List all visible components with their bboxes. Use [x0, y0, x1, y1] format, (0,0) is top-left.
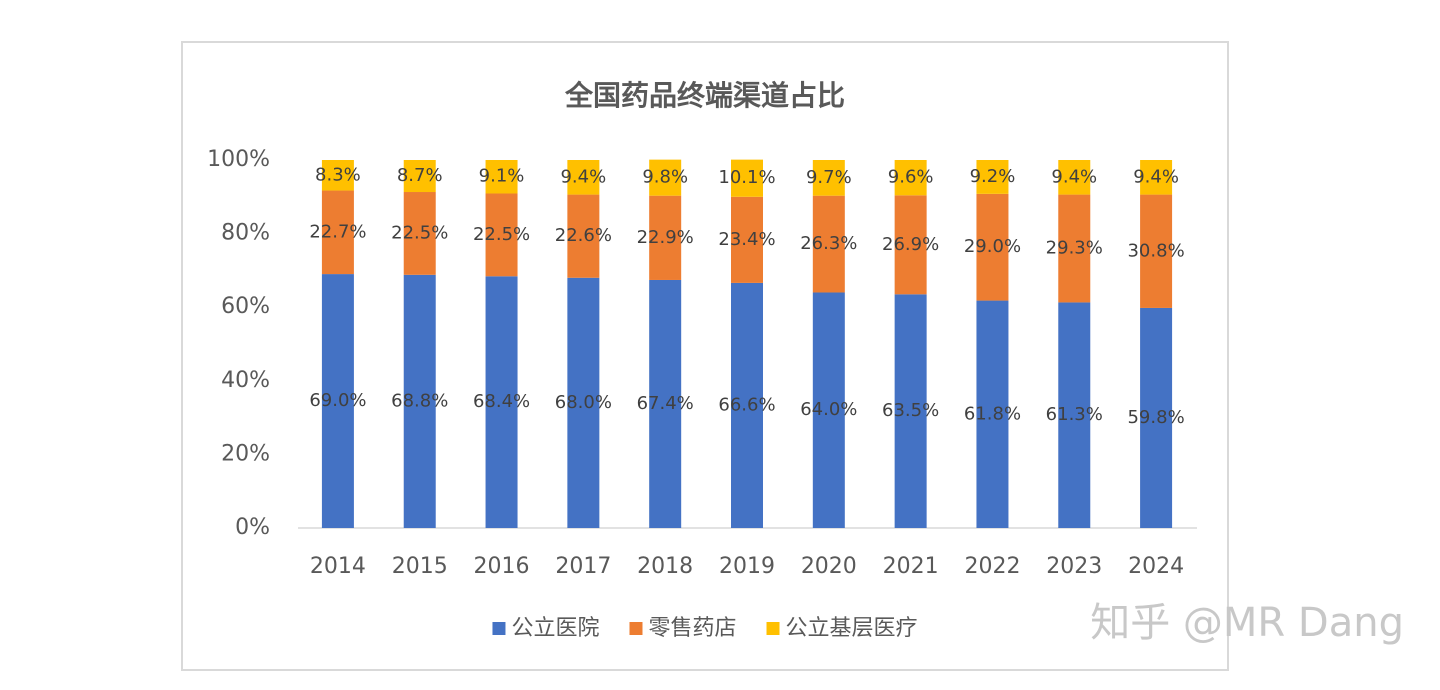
- bar-segment: [485, 276, 518, 528]
- data-label: 8.7%: [397, 165, 443, 186]
- bar-segment: [731, 159, 763, 197]
- bar-segment: [1058, 160, 1091, 195]
- data-label: 68.8%: [391, 390, 448, 411]
- data-label: 63.5%: [882, 400, 939, 421]
- chart-title: 全国药品终端渠道占比: [564, 79, 845, 112]
- data-label: 22.5%: [391, 222, 448, 243]
- data-label: 9.6%: [888, 167, 934, 188]
- x-tick-label: 2024: [1128, 554, 1184, 579]
- bar-segment: [976, 160, 1009, 194]
- data-label: 64.0%: [800, 399, 857, 420]
- x-tick-label: 2022: [964, 554, 1020, 579]
- data-label: 9.1%: [479, 166, 525, 187]
- data-label: 22.5%: [473, 224, 530, 245]
- chart-frame: [181, 41, 1229, 671]
- data-label: 23.4%: [718, 229, 775, 250]
- data-label: 9.8%: [642, 167, 688, 188]
- bar-segment: [485, 160, 518, 194]
- x-tick-label: 2014: [310, 554, 366, 579]
- y-tick-label: 20%: [221, 441, 270, 466]
- bar-segment: [321, 160, 354, 191]
- x-tick-label: 2018: [637, 554, 693, 579]
- bar-segment: [1058, 302, 1091, 528]
- x-tick-label: 2016: [474, 554, 530, 579]
- bar-segment: [976, 193, 1009, 301]
- legend-swatch: [629, 622, 643, 635]
- bar-segment: [485, 193, 518, 277]
- data-label: 66.6%: [718, 394, 775, 415]
- bar-segment: [1140, 160, 1173, 195]
- bar-segment: [567, 277, 600, 528]
- bar-segment: [567, 194, 600, 278]
- x-tick-label: 2023: [1046, 554, 1102, 579]
- data-label: 26.9%: [882, 234, 939, 255]
- data-label: 30.8%: [1127, 240, 1184, 261]
- bar-segment: [649, 195, 682, 280]
- bar-segment: [894, 294, 927, 528]
- bar-segment: [812, 195, 845, 293]
- legend-label: 公立医院: [511, 616, 599, 641]
- data-label: 9.4%: [560, 166, 606, 187]
- bar-segment: [321, 190, 354, 275]
- data-label: 26.3%: [800, 233, 857, 254]
- y-tick-label: 0%: [235, 515, 270, 540]
- data-label: 59.8%: [1127, 407, 1184, 428]
- bar-segment: [1140, 307, 1173, 528]
- y-tick-label: 100%: [207, 147, 270, 172]
- bar-segment: [894, 160, 927, 196]
- data-label: 22.7%: [309, 221, 366, 242]
- data-label: 68.0%: [555, 392, 612, 413]
- data-label: 61.8%: [964, 403, 1021, 424]
- watermark: 知乎 @MR Dang: [1090, 600, 1404, 646]
- y-tick-label: 60%: [221, 294, 270, 319]
- data-label: 9.4%: [1133, 166, 1179, 187]
- bar-segment: [403, 274, 436, 528]
- bar-segment: [812, 292, 845, 528]
- data-label: 22.6%: [555, 225, 612, 246]
- x-tick-label: 2017: [555, 554, 611, 579]
- data-label: 68.4%: [473, 391, 530, 412]
- x-tick-label: 2015: [392, 554, 448, 579]
- bar-segment: [403, 160, 436, 193]
- data-label: 22.9%: [637, 227, 694, 248]
- bar-segment: [649, 159, 682, 196]
- legend-swatch: [492, 622, 506, 635]
- bar-segment: [1140, 194, 1173, 308]
- bar-segment: [976, 300, 1009, 528]
- bar-segment: [649, 279, 682, 528]
- data-label: 8.3%: [315, 164, 361, 185]
- bar-segment: [567, 160, 600, 195]
- bar-segment: [403, 192, 436, 275]
- y-tick-label: 80%: [221, 221, 270, 246]
- data-label: 61.3%: [1046, 404, 1103, 425]
- bar-segment: [321, 274, 354, 528]
- data-label: 69.0%: [309, 390, 366, 411]
- data-label: 10.1%: [718, 167, 775, 188]
- data-label: 29.0%: [964, 236, 1021, 257]
- bar-segment: [894, 195, 927, 295]
- bar-segment: [812, 160, 845, 196]
- bar-segment: [731, 196, 763, 283]
- legend-label: 公立基层医疗: [786, 616, 918, 641]
- legend-label: 零售药店: [648, 616, 736, 641]
- bar-segment: [731, 282, 763, 528]
- x-tick-label: 2021: [883, 554, 939, 579]
- data-label: 9.2%: [970, 166, 1016, 187]
- data-label: 29.3%: [1046, 238, 1103, 259]
- y-tick-label: 40%: [221, 368, 270, 393]
- x-tick-label: 2019: [719, 554, 775, 579]
- legend-swatch: [766, 622, 780, 635]
- data-label: 9.7%: [806, 167, 852, 188]
- bar-segment: [1058, 194, 1091, 303]
- data-label: 9.4%: [1051, 166, 1097, 187]
- data-label: 67.4%: [637, 393, 694, 414]
- x-tick-label: 2020: [801, 554, 857, 579]
